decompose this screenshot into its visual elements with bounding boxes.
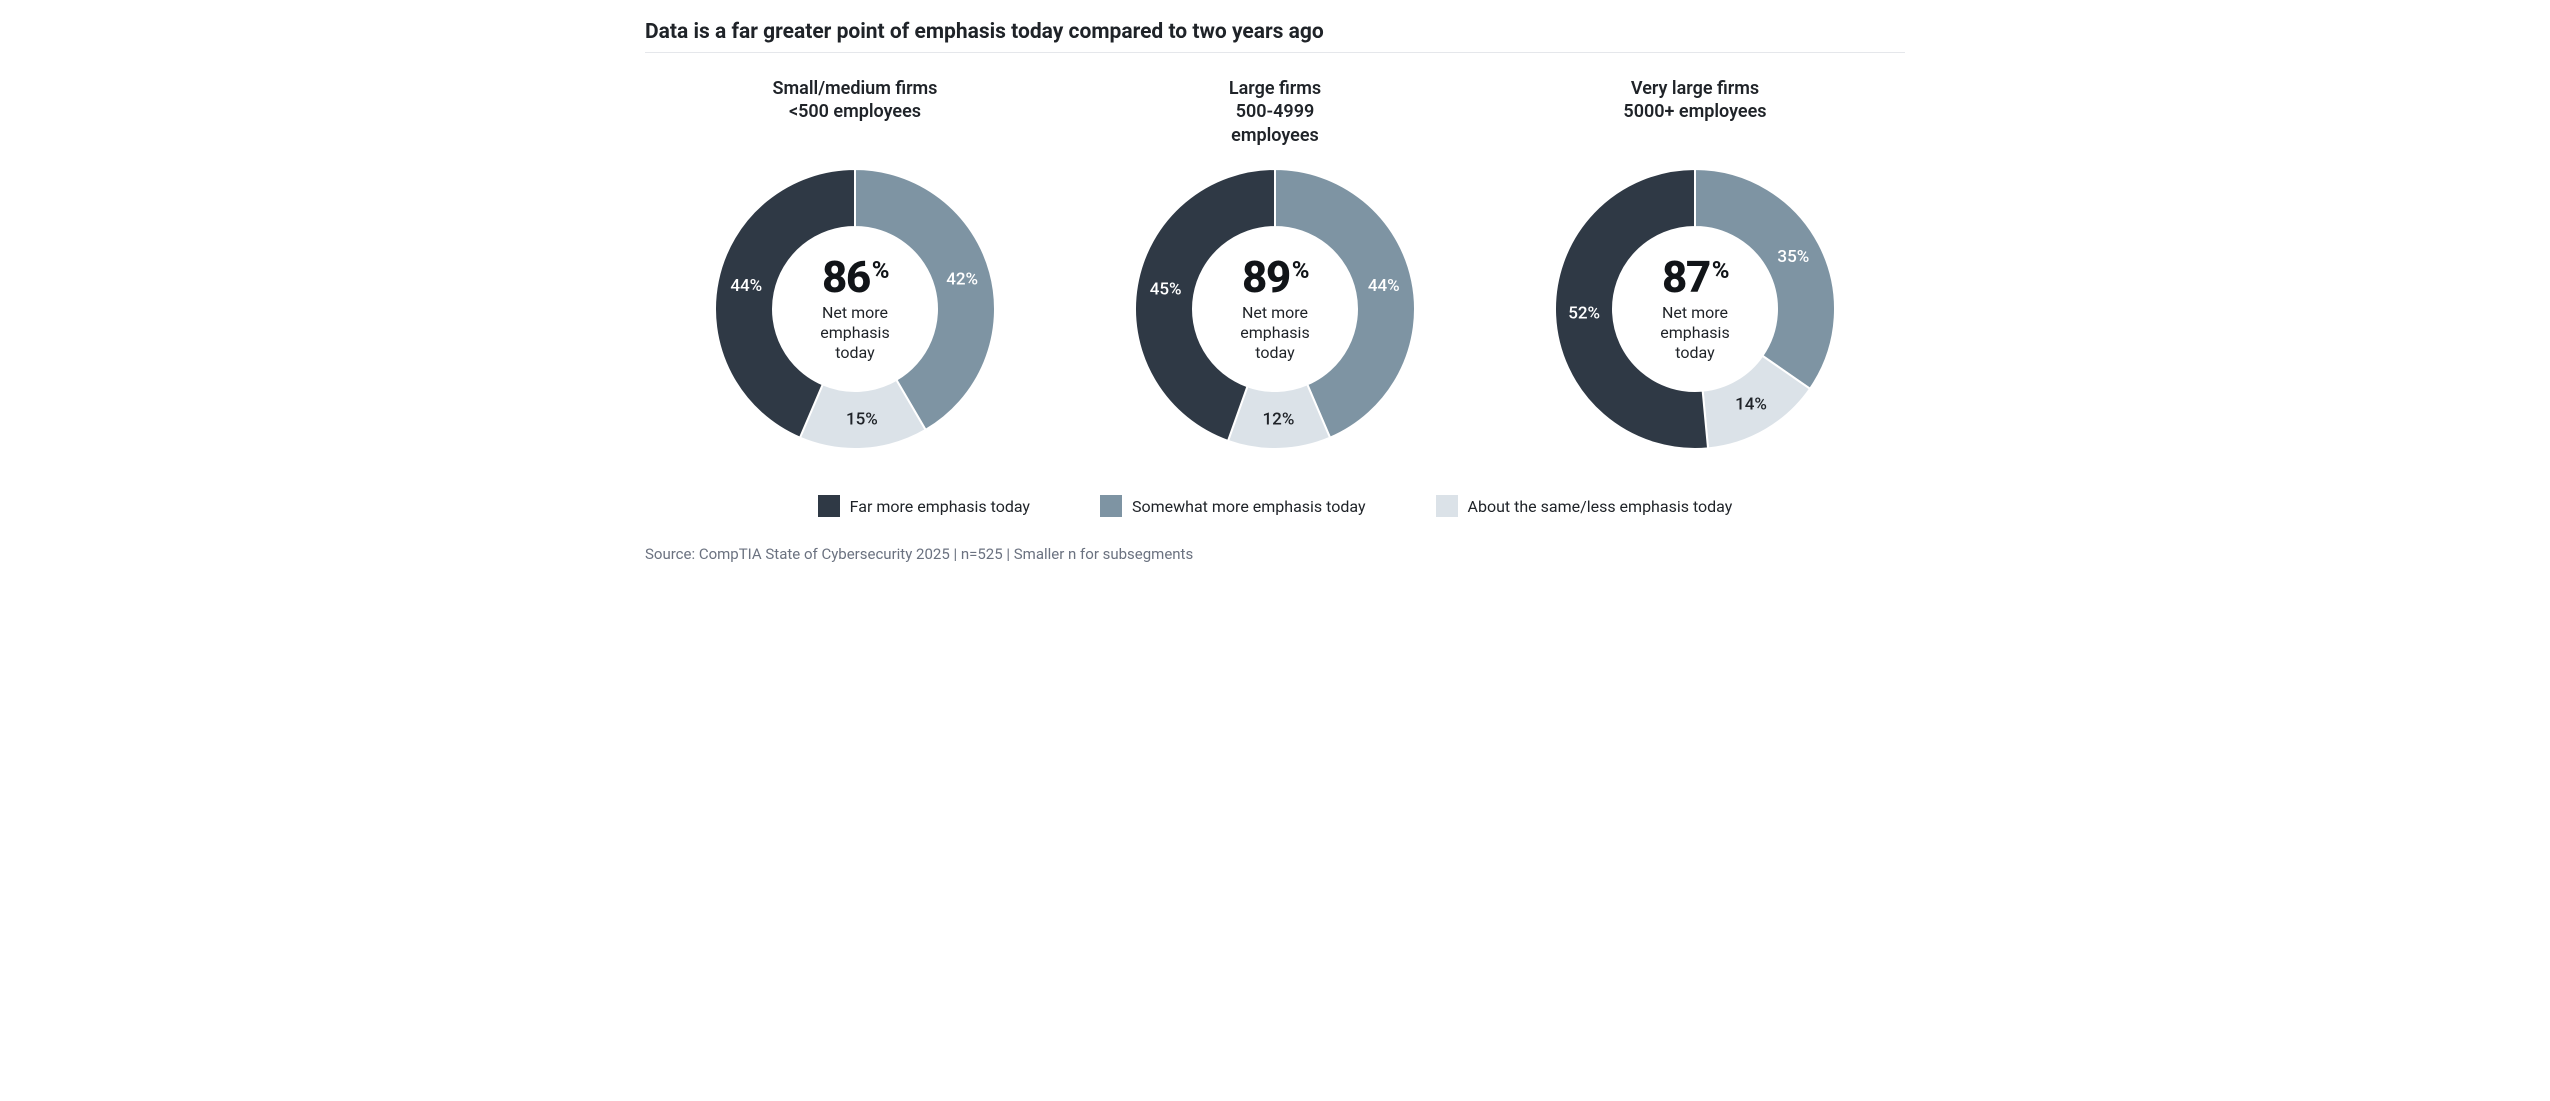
legend-label: Far more emphasis today <box>850 497 1030 516</box>
source-note: Source: CompTIA State of Cybersecurity 2… <box>645 545 1905 563</box>
legend-swatch <box>1100 495 1122 517</box>
legend-swatch <box>1436 495 1458 517</box>
slice-label: 45% <box>1150 280 1182 300</box>
slice-label: 14% <box>1735 394 1767 414</box>
donut-row: Small/medium firms <500 employees42%15%4… <box>645 77 1905 459</box>
donut-panel-small-medium: Small/medium firms <500 employees42%15%4… <box>685 77 1025 459</box>
donut-center: 89%Net more emphasis today <box>1200 255 1350 363</box>
legend-label: Somewhat more emphasis today <box>1132 497 1366 516</box>
donut-center: 86%Net more emphasis today <box>780 255 930 363</box>
center-subtext: Net more emphasis today <box>1200 303 1350 363</box>
donut-panel-large: Large firms 500-4999 employees 44% 12% 45% 8… <box>1105 77 1445 459</box>
slice-label: 42% <box>946 269 978 289</box>
slice-label: 44% <box>1368 276 1400 296</box>
legend-item-somewhat_more: Somewhat more emphasis today <box>1100 495 1366 517</box>
donut-wrap: 35% 14% 52% 87%Net more emphasis today <box>1545 159 1845 459</box>
donut-panel-very-large: Very large firms 5000+ employees 35% 14% 52… <box>1525 77 1865 459</box>
slice-label: 44% <box>730 276 762 296</box>
chart-container: Data is a far greater point of emphasis … <box>625 0 1925 593</box>
center-value: 89% <box>1200 255 1350 299</box>
slice-label: 15% <box>846 409 878 429</box>
panel-title: Small/medium firms <500 employees <box>685 77 1025 147</box>
legend-item-same_less: About the same/less emphasis today <box>1436 495 1733 517</box>
donut-wrap: 42% 15% 44% 86%Net more emphasis today <box>705 159 1005 459</box>
legend-item-far_more: Far more emphasis today <box>818 495 1030 517</box>
panel-title: Very large firms 5000+ employees <box>1525 77 1865 147</box>
legend-swatch <box>818 495 840 517</box>
donut-wrap: 44% 12% 45% 89%Net more emphasis today <box>1125 159 1425 459</box>
center-value: 86% <box>780 255 930 299</box>
title-rule <box>645 52 1905 53</box>
center-value: 87% <box>1620 255 1770 299</box>
legend-label: About the same/less emphasis today <box>1468 497 1733 516</box>
center-subtext: Net more emphasis today <box>780 303 930 363</box>
slice-label: 35% <box>1777 247 1809 267</box>
slice-label: 52% <box>1568 304 1600 324</box>
center-subtext: Net more emphasis today <box>1620 303 1770 363</box>
panel-title: Large firms 500-4999 employees <box>1105 77 1445 147</box>
chart-title: Data is a far greater point of emphasis … <box>645 20 1905 44</box>
donut-center: 87%Net more emphasis today <box>1620 255 1770 363</box>
slice-label: 12% <box>1263 410 1295 430</box>
legend: Far more emphasis today Somewhat more emp… <box>645 495 1905 517</box>
